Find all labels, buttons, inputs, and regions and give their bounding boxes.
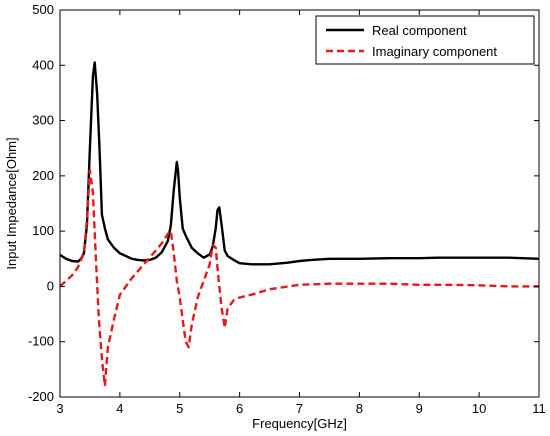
series-line-imaginary — [59, 169, 539, 388]
x-tick-label: 4 — [116, 401, 123, 416]
plot-area — [60, 10, 539, 397]
legend: Real component Imaginary component — [315, 15, 535, 65]
y-tick-label: -200 — [28, 389, 54, 404]
series-layer — [59, 61, 540, 388]
x-tick-label: 8 — [356, 401, 363, 416]
y-tick-label: 0 — [47, 278, 54, 293]
y-tick-label: 200 — [32, 168, 54, 183]
y-tick-label: 400 — [32, 57, 54, 72]
x-tick-label: 5 — [176, 401, 183, 416]
x-axis-label: Frequency[GHz] — [252, 416, 347, 431]
legend-label-imaginary: Imaginary component — [372, 44, 497, 59]
x-tick-label: 9 — [416, 401, 423, 416]
y-tick-label: -100 — [28, 334, 54, 349]
x-tick-label: 7 — [296, 401, 303, 416]
y-tick-label: 500 — [32, 2, 54, 17]
y-axis-label: Input Impedance[Ohm] — [4, 137, 19, 269]
x-tick-label: 6 — [236, 401, 243, 416]
series-line-real — [59, 61, 540, 266]
legend-box — [315, 15, 535, 65]
y-tick-label: 300 — [32, 113, 54, 128]
y-tick-label: 100 — [32, 223, 54, 238]
ticks-layer: 3 4 5 6 7 8 9 10 11 -200 -100 0 100 200 300 400 500 — [28, 2, 546, 416]
x-tick-label: 10 — [472, 401, 486, 416]
legend-label-real: Real component — [372, 23, 467, 38]
x-tick-label: 3 — [56, 401, 63, 416]
x-tick-label: 11 — [532, 401, 546, 416]
